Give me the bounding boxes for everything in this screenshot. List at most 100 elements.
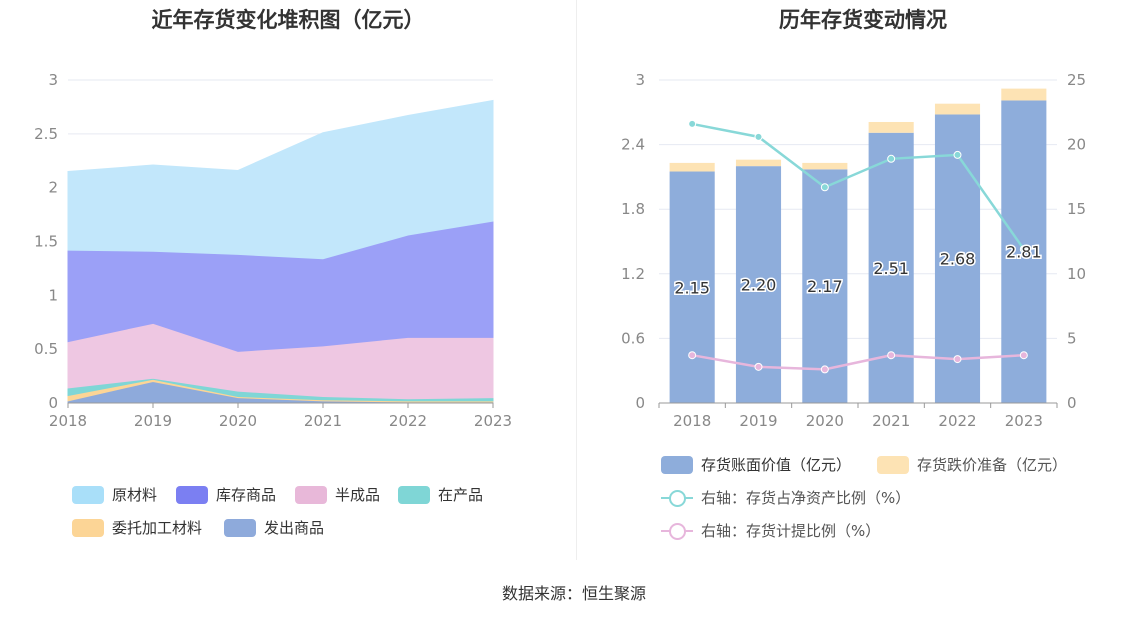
- bar-book-value: [802, 169, 848, 403]
- y2-tick-label: 5: [1067, 329, 1077, 347]
- bar-impairment-reserve: [1001, 88, 1047, 101]
- y-tick-label: 0: [48, 394, 58, 412]
- legend-item-work-in-progress[interactable]: 在产品: [398, 484, 483, 505]
- bar-line-combo-chart: 0 0.6 1.2 1.8 2.4 3 0 5 10 15 20 25 2018 2019 2020 2021…: [621, 71, 1086, 430]
- bar-data-label: 2.17: [807, 277, 843, 296]
- legend-swatch: [295, 485, 327, 504]
- line-point: [953, 355, 962, 364]
- legend-swatch: [661, 455, 693, 474]
- y-tick-label: 3: [48, 71, 58, 89]
- stacked-area-chart: 0 0.5 1 1.5 2 2.5 3 2018 2019 2020 2021 2022 2023: [34, 71, 512, 430]
- y2-tick-label: 15: [1067, 200, 1086, 218]
- y2-tick-label: 20: [1067, 136, 1086, 154]
- y-tick-label: 1.5: [34, 233, 58, 251]
- y-tick-label: 0: [635, 394, 645, 412]
- y2-tick-label: 10: [1067, 265, 1086, 283]
- right-chart-title: 历年存货变动情况: [779, 8, 947, 32]
- bar-impairment-reserve: [934, 103, 981, 115]
- legend-label: 右轴：存货计提比例（%）: [701, 522, 881, 540]
- legend-label: 在产品: [438, 486, 484, 504]
- line-series: [691, 122, 1025, 250]
- legend-label: 委托加工材料: [112, 519, 203, 537]
- y-tick-label: 1.8: [621, 200, 645, 218]
- legend-item-consigned-materials[interactable]: 委托加工材料: [72, 517, 202, 538]
- legend-item-impairment-reserve[interactable]: 存货跌价准备（亿元）: [877, 454, 1067, 475]
- y-tick-label: 2.4: [621, 136, 645, 154]
- line-point: [887, 154, 896, 163]
- y-tick-label: 2: [48, 179, 58, 197]
- legend-label: 库存商品: [216, 486, 277, 504]
- bar-impairment-reserve: [735, 159, 782, 167]
- line-point: [820, 183, 829, 192]
- line-point: [754, 362, 763, 371]
- x-tick-label: 2020: [219, 412, 257, 430]
- line-point: [887, 351, 896, 360]
- legend-item-semi-finished[interactable]: 半成品: [295, 484, 380, 505]
- legend-item-finished-goods[interactable]: 库存商品: [176, 484, 276, 505]
- legend-item-provision-ratio[interactable]: 右轴：存货计提比例（%）: [661, 520, 880, 541]
- data-source-note: 数据来源：恒生聚源: [501, 584, 646, 603]
- legend-item-book-value[interactable]: 存货账面价值（亿元）: [661, 454, 851, 475]
- x-tick-label: 2023: [1005, 412, 1043, 430]
- x-tick-label: 2022: [938, 412, 976, 430]
- x-tick-label: 2021: [304, 412, 342, 430]
- left-chart-panel: 近年存货变化堆积图（亿元） 0 0.5 1 1.5 2 2.5 3 2018 2019 2020 2…: [0, 0, 576, 560]
- legend-label: 发出商品: [264, 519, 325, 537]
- y-tick-label: 1.2: [621, 265, 645, 283]
- legend-item-raw-materials[interactable]: 原材料: [72, 484, 157, 505]
- legend-item-goods-shipped[interactable]: 发出商品: [224, 517, 324, 538]
- right-legend: 存货账面价值（亿元） 存货跌价准备（亿元） 右轴：存货占净资产比例（%） 右轴：…: [577, 454, 1148, 554]
- bar-impairment-reserve: [669, 162, 715, 172]
- legend-label: 存货跌价准备（亿元）: [917, 456, 1068, 474]
- line-point: [1019, 351, 1028, 360]
- x-tick-label: 2023: [474, 412, 512, 430]
- y-tick-label: 0.5: [34, 340, 58, 358]
- bar-data-label: 2.20: [741, 276, 777, 295]
- bar-book-value: [934, 114, 981, 403]
- legend-swatch: [176, 485, 208, 504]
- y2-tick-label: 0: [1067, 394, 1077, 412]
- x-tick-label: 2019: [134, 412, 172, 430]
- right-chart-panel: 历年存货变动情况 0 0.6 1.2 1.8 2.4 3 0 5 10 15 20 25 2018 201…: [576, 0, 1148, 560]
- x-tick-label: 2019: [739, 412, 777, 430]
- area-series: [67, 99, 494, 260]
- y-tick-label: 3: [635, 71, 645, 89]
- line-point: [688, 351, 697, 360]
- x-tick-label: 2021: [872, 412, 910, 430]
- legend-swatch: [224, 518, 256, 537]
- line-point: [953, 150, 962, 159]
- line-series: [691, 353, 1024, 371]
- y2-tick-label: 25: [1067, 71, 1086, 89]
- x-tick-label: 2018: [49, 412, 87, 430]
- bar-data-label: 2.51: [873, 259, 909, 278]
- x-tick-label: 2020: [806, 412, 844, 430]
- legend-label: 右轴：存货占净资产比例（%）: [701, 489, 911, 507]
- y-tick-label: 2.5: [34, 125, 58, 143]
- x-tick-label: 2018: [673, 412, 711, 430]
- legend-line-marker: [661, 522, 693, 540]
- left-legend: 原材料 库存商品 半成品 在产品 委托加工材料 发出商品: [0, 484, 576, 554]
- bar-data-label: 2.15: [674, 278, 710, 297]
- bar-impairment-reserve: [868, 121, 914, 133]
- legend-label: 原材料: [112, 486, 158, 504]
- bar-data-label: 2.81: [1006, 243, 1042, 262]
- y-tick-label: 1: [48, 286, 58, 304]
- legend-label: 存货账面价值（亿元）: [701, 456, 852, 474]
- line-point: [754, 132, 763, 141]
- bar-data-label: 2.68: [940, 250, 976, 269]
- y-tick-label: 0.6: [621, 329, 645, 347]
- legend-swatch: [398, 485, 430, 504]
- legend-swatch: [72, 518, 104, 537]
- legend-item-net-asset-ratio[interactable]: 右轴：存货占净资产比例（%）: [661, 487, 910, 508]
- bar-book-value: [669, 171, 715, 403]
- line-point: [688, 119, 697, 128]
- line-point: [820, 365, 829, 374]
- legend-line-marker: [661, 489, 693, 507]
- legend-swatch: [877, 455, 909, 474]
- line-point: [1019, 245, 1028, 254]
- x-tick-label: 2022: [389, 412, 427, 430]
- left-chart-title: 近年存货变化堆积图（亿元）: [151, 8, 425, 32]
- legend-label: 半成品: [335, 486, 381, 504]
- legend-swatch: [72, 485, 104, 504]
- bar-impairment-reserve: [802, 162, 848, 170]
